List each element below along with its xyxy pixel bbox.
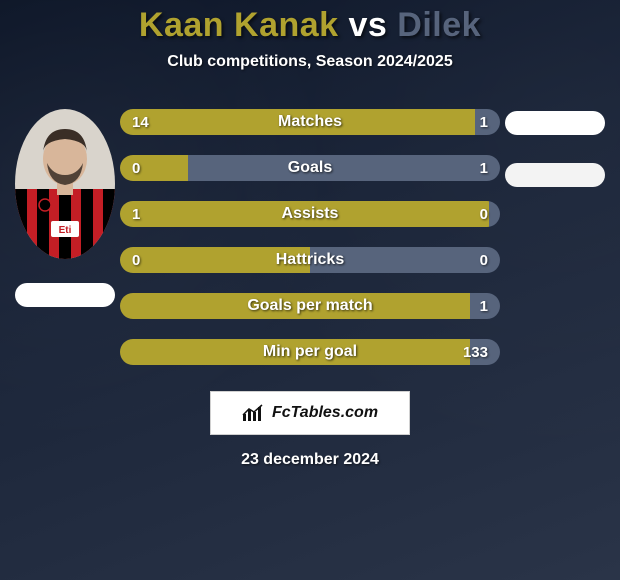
player-right-column	[500, 97, 610, 365]
stat-bar: 1Goals per match	[120, 293, 500, 319]
footer-logo: FcTables.com	[210, 391, 410, 435]
stat-bar-track	[120, 293, 500, 319]
stat-bar-left-segment	[120, 247, 310, 273]
player-left-avatar: Eti	[15, 109, 115, 259]
stat-bar-left-segment	[120, 155, 188, 181]
player-left-name-pill	[15, 283, 115, 307]
sponsor-text: Eti	[59, 225, 72, 236]
footer-date: 23 december 2024	[241, 451, 379, 469]
player-left-photo-icon: Eti	[15, 109, 115, 259]
stat-bar-left-segment	[120, 339, 470, 365]
title-vs: vs	[349, 6, 388, 44]
infographic-container: Kaan Kanak vs Dilek Club competitions, S…	[0, 0, 620, 580]
stat-bar-right-segment	[310, 247, 500, 273]
stat-bar-right-segment	[475, 109, 500, 135]
stat-bar-track	[120, 155, 500, 181]
stat-bar-left-segment	[120, 293, 470, 319]
stat-bar-right-segment	[188, 155, 500, 181]
subtitle: Club competitions, Season 2024/2025	[167, 53, 452, 71]
stat-bar: 00Hattricks	[120, 247, 500, 273]
player-right-name-pill	[505, 163, 605, 187]
stat-bar-right-segment	[470, 293, 500, 319]
title-left-name: Kaan Kanak	[139, 6, 339, 44]
stat-bar-right-segment	[489, 201, 500, 227]
title-right-name: Dilek	[397, 6, 481, 44]
footer-logo-text: FcTables.com	[272, 404, 378, 422]
stat-bar: 141Matches	[120, 109, 500, 135]
stat-bar-track	[120, 339, 500, 365]
chart-icon	[242, 404, 266, 422]
player-right-avatar	[505, 111, 605, 135]
page-title: Kaan Kanak vs Dilek	[139, 6, 481, 45]
stat-bar-track	[120, 247, 500, 273]
body-row: Eti 141Matches 01Goals 10Assists 00Hattrick…	[0, 97, 620, 365]
stat-bar-left-segment	[120, 109, 475, 135]
stats-column: 141Matches 01Goals 10Assists 00Hattricks 1Go…	[120, 97, 500, 365]
player-left-column: Eti	[10, 97, 120, 365]
stat-bar-track	[120, 109, 500, 135]
stat-bar: 10Assists	[120, 201, 500, 227]
stat-bar-track	[120, 201, 500, 227]
stat-bar-left-segment	[120, 201, 489, 227]
stat-bar: 01Goals	[120, 155, 500, 181]
stat-bar: 133Min per goal	[120, 339, 500, 365]
stat-bar-right-segment	[470, 339, 500, 365]
